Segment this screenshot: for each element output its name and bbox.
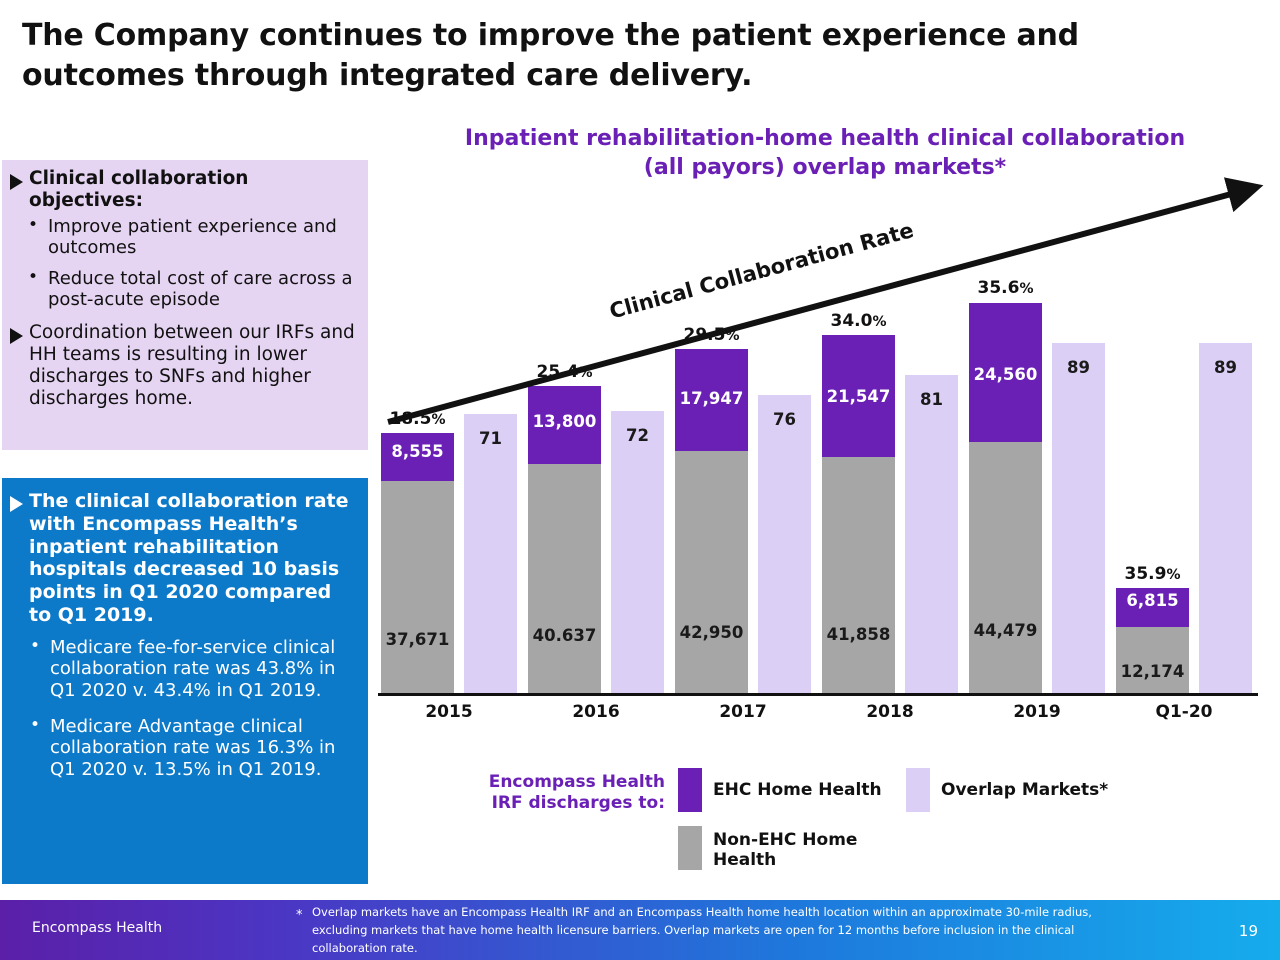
rate-heading-row: The clinical collaboration rate with Enc… xyxy=(2,478,368,627)
bar-value-label-overlap: 71 xyxy=(479,429,502,449)
rate-label-2015: 18.5% xyxy=(389,408,446,429)
legend-label-overlap-markets: Overlap Markets* xyxy=(941,780,1109,800)
legend-swatch-ehc-home-health xyxy=(678,768,702,812)
stacked-bar-q1-20: 12,174 6,815 xyxy=(1116,587,1189,696)
panel-clinical-collaboration-rate: The clinical collaboration rate with Enc… xyxy=(2,478,368,884)
objectives-bullet-list: Improve patient experience and outcomes … xyxy=(2,215,368,311)
triangle-bullet-icon xyxy=(10,328,23,345)
overlap-bar-q1-20: 89 xyxy=(1199,343,1252,696)
bar-segment-non-ehc: 40.637 xyxy=(528,464,601,696)
list-item: Reduce total cost of care across a post-… xyxy=(28,267,358,311)
bar-segment-ehc: 8,555 xyxy=(381,432,454,482)
legend-label-non-ehc-home-health: Non-EHC Home Health xyxy=(713,830,858,871)
x-tick-q1-20: Q1-20 xyxy=(1155,702,1213,722)
stacked-bar-2019: 44,479 24,560 xyxy=(969,302,1042,696)
page-number: 19 xyxy=(1238,922,1258,940)
bar-chart-plot-area: 37,671 8,555 18.5% 71 40.637 13,800 25.4% 72 42,… xyxy=(378,240,1260,696)
legend-swatch-overlap-markets xyxy=(906,768,930,812)
bar-segment-ehc: 13,800 xyxy=(528,385,601,465)
bar-value-label-ehc: 17,947 xyxy=(679,389,744,409)
x-tick-2016: 2016 xyxy=(572,702,620,722)
triangle-bullet-icon xyxy=(10,174,23,190)
rate-label-2016: 25.4% xyxy=(536,361,593,382)
list-item: Improve patient experience and outcomes xyxy=(28,215,358,259)
stacked-bar-2017: 42,950 17,947 xyxy=(675,348,748,696)
slide-footer: Encompass Health * Overlap markets have … xyxy=(0,900,1280,960)
chart-title-line-1: Inpatient rehabilitation-home health cli… xyxy=(464,126,1186,151)
overlap-bar-2019: 89 xyxy=(1052,343,1105,696)
bar-value-label-non-ehc: 41,858 xyxy=(826,624,891,644)
triangle-bullet-icon xyxy=(10,496,23,512)
footnote: * Overlap markets have an Encompass Heal… xyxy=(296,904,1116,957)
rate-label-q1-20: 35.9% xyxy=(1124,563,1181,584)
bar-value-label-ehc: 24,560 xyxy=(973,364,1038,384)
bar-value-label-overlap: 89 xyxy=(1214,358,1237,378)
bar-value-label-overlap: 81 xyxy=(920,389,943,409)
stacked-bar-2016: 40.637 13,800 xyxy=(528,385,601,696)
chart-title-line-2: (all payors) overlap markets* xyxy=(643,155,1007,181)
bar-value-label-non-ehc: 44,479 xyxy=(973,621,1038,641)
footnote-text: Overlap markets have an Encompass Health… xyxy=(312,905,1092,955)
bar-segment-non-ehc: 37,671 xyxy=(381,481,454,696)
bar-value-label-overlap: 76 xyxy=(773,409,796,429)
bar-value-label-non-ehc: 12,174 xyxy=(1120,661,1185,681)
bar-value-label-ehc: 6,815 xyxy=(1126,591,1179,611)
bar-value-label-non-ehc: 40.637 xyxy=(532,626,597,646)
overlap-bar-2016: 72 xyxy=(611,410,664,696)
x-tick-2018: 2018 xyxy=(866,702,914,722)
stacked-bar-2018: 41,858 21,547 xyxy=(822,334,895,696)
legend-swatch-non-ehc-home-health xyxy=(678,826,702,870)
objectives-heading: Clinical collaboration objectives: xyxy=(29,168,249,211)
objectives-heading2-row: Coordination between our IRFs and HH tea… xyxy=(2,320,368,409)
overlap-bar-2017: 76 xyxy=(758,394,811,696)
legend-title: Encompass Health IRF discharges to: xyxy=(470,772,665,815)
bar-value-label-non-ehc: 37,671 xyxy=(385,629,450,649)
bar-value-label-ehc: 8,555 xyxy=(391,441,444,461)
rate-label-2018: 34.0% xyxy=(830,310,887,331)
stacked-bar-2015: 37,671 8,555 xyxy=(381,432,454,696)
bar-segment-non-ehc: 44,479 xyxy=(969,442,1042,696)
bar-value-label-overlap: 72 xyxy=(626,425,649,445)
list-item: Medicare Advantage clinical collaboratio… xyxy=(30,715,358,781)
x-tick-2017: 2017 xyxy=(719,702,767,722)
bar-value-label-overlap: 89 xyxy=(1067,358,1090,378)
bar-segment-ehc: 17,947 xyxy=(675,348,748,452)
chart-title: Inpatient rehabilitation-home health cli… xyxy=(380,124,1270,182)
legend-label-ehc-home-health: EHC Home Health xyxy=(713,780,882,800)
bar-segment-non-ehc: 41,858 xyxy=(822,457,895,696)
overlap-bar-2015: 71 xyxy=(464,414,517,696)
bar-value-label-non-ehc: 42,950 xyxy=(679,623,744,643)
bar-segment-ehc: 24,560 xyxy=(969,302,1042,443)
coordination-statement: Coordination between our IRFs and HH tea… xyxy=(29,322,355,409)
rate-bullet-list: Medicare fee-for-service clinical collab… xyxy=(2,636,368,781)
list-item: Medicare fee-for-service clinical collab… xyxy=(30,636,358,702)
panel-clinical-collaboration-objectives: Clinical collaboration objectives: Impro… xyxy=(2,160,368,450)
chart-legend: Encompass Health IRF discharges to: EHC … xyxy=(470,768,1170,880)
rate-label-2017: 29.5% xyxy=(683,324,740,345)
objectives-heading-row: Clinical collaboration objectives: xyxy=(2,160,368,212)
bar-segment-non-ehc: 12,174 xyxy=(1116,626,1189,696)
footnote-marker: * xyxy=(296,908,303,923)
rate-label-2019: 35.6% xyxy=(977,278,1034,299)
bar-value-label-ehc: 13,800 xyxy=(532,412,597,432)
x-tick-2015: 2015 xyxy=(425,702,473,722)
footer-brand: Encompass Health xyxy=(32,920,163,936)
overlap-bar-2018: 81 xyxy=(905,374,958,696)
bar-segment-non-ehc: 42,950 xyxy=(675,451,748,696)
bar-segment-ehc: 6,815 xyxy=(1116,587,1189,627)
legend-title-line-1: Encompass Health xyxy=(488,772,665,792)
rate-heading: The clinical collaboration rate with Enc… xyxy=(29,490,349,626)
x-axis-tick-labels: 2015 2016 2017 2018 2019 Q1-20 xyxy=(378,702,1260,728)
bar-segment-ehc: 21,547 xyxy=(822,334,895,458)
x-tick-2019: 2019 xyxy=(1013,702,1061,722)
bar-value-label-ehc: 21,547 xyxy=(826,386,891,406)
legend-title-line-2: IRF discharges to: xyxy=(491,793,665,814)
page-title: The Company continues to improve the pat… xyxy=(22,18,1079,93)
x-axis-line xyxy=(378,693,1258,696)
